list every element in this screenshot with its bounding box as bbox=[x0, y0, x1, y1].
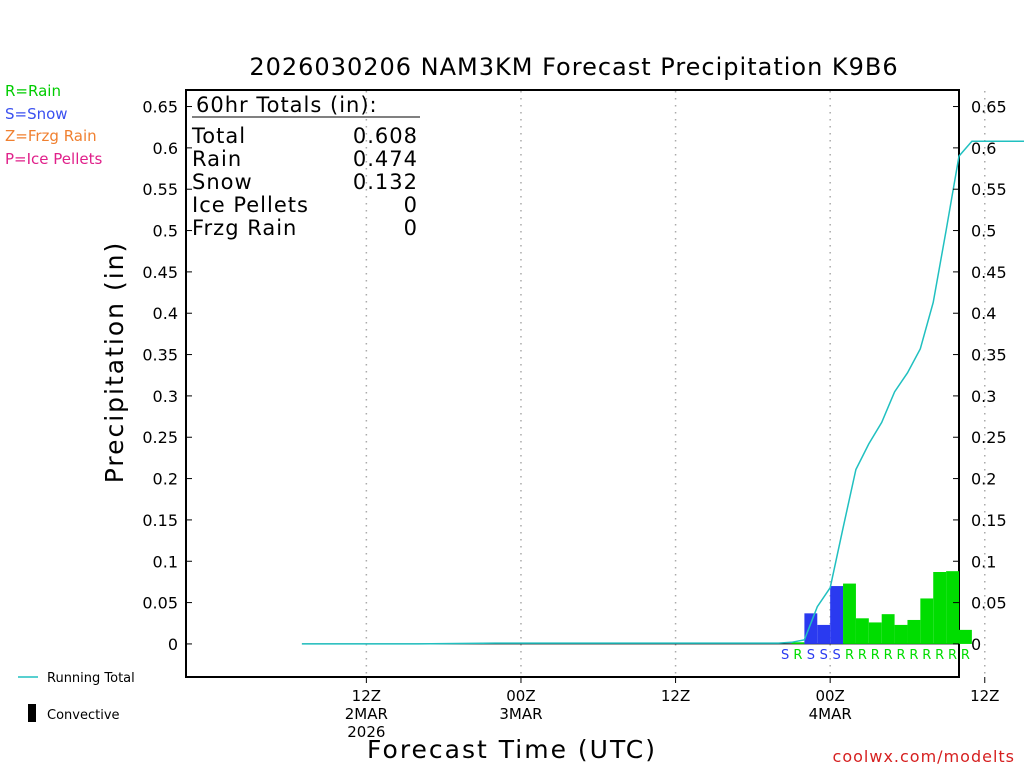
watermark: coolwx.com/modelts bbox=[833, 747, 1015, 766]
x-tick-label: 12Z bbox=[352, 687, 381, 705]
totals-value-snow: 0.132 bbox=[353, 170, 418, 194]
y-tick-label-left: 0.65 bbox=[142, 98, 178, 117]
precip-bar bbox=[946, 571, 959, 644]
y-tick-label-right: 0.55 bbox=[971, 180, 1007, 199]
y-tick-label-left: 0.4 bbox=[153, 304, 178, 323]
precip-bar bbox=[804, 613, 818, 644]
y-tick-layer: 0 00.05 0.050.1 0.10.15 0.150.2 0.20.25 0.250.… bbox=[142, 98, 1006, 654]
line-layer bbox=[301, 140, 1024, 645]
convective-label: Convective bbox=[47, 708, 120, 723]
y-tick-label-right: 0.65 bbox=[971, 98, 1007, 117]
totals-label-ice-pellets: Ice Pellets bbox=[192, 193, 309, 217]
ptype-letter: R bbox=[909, 648, 918, 663]
y-tick-label-left: 0 bbox=[168, 635, 178, 654]
ptype-letter: R bbox=[961, 648, 970, 663]
y-tick-label-left: 0.25 bbox=[142, 428, 178, 447]
totals-value-frzg-rain: 0 bbox=[404, 216, 418, 240]
totals-label-total: Total bbox=[191, 124, 246, 148]
y-tick-label-right: 0.25 bbox=[971, 428, 1007, 447]
y-tick-label-right: 0.05 bbox=[971, 594, 1007, 613]
ptype-letter: R bbox=[935, 648, 944, 663]
y-tick-label-right: 0.15 bbox=[971, 511, 1007, 530]
x-tick-label: 2026 bbox=[347, 723, 385, 741]
precip-bar bbox=[907, 619, 921, 644]
ptype-letter: R bbox=[845, 648, 854, 663]
totals-box: 60hr Totals (in): Total 0.608 Rain 0.474… bbox=[191, 93, 420, 240]
x-tick-label: 00Z bbox=[506, 687, 535, 705]
precip-bar bbox=[855, 618, 869, 644]
plot-area bbox=[185, 89, 960, 678]
ptype-letter: R bbox=[884, 648, 893, 663]
y-tick-label-left: 0.5 bbox=[153, 222, 178, 241]
totals-value-rain: 0.474 bbox=[353, 147, 418, 171]
y-axis-label: Precipitation (in) bbox=[100, 241, 129, 484]
precip-bar bbox=[959, 629, 972, 644]
y-tick-label-left: 0.6 bbox=[153, 139, 178, 158]
x-tick-label: 12Z bbox=[661, 687, 690, 705]
ptype-letter: S bbox=[820, 648, 828, 663]
totals-label-frzg-rain: Frzg Rain bbox=[192, 216, 297, 240]
legend-ice-pellets: P=Ice Pellets bbox=[5, 150, 102, 168]
legend-snow: S=Snow bbox=[5, 105, 68, 123]
precip-bar bbox=[817, 624, 831, 644]
x-tick-label: 4MAR bbox=[809, 705, 852, 723]
precip-bar bbox=[791, 642, 805, 644]
y-tick-label-right: 0.2 bbox=[971, 470, 996, 489]
y-tick-label-right: 0.35 bbox=[971, 346, 1007, 365]
y-tick-label-right: 0.5 bbox=[971, 222, 996, 241]
x-tick-label: 3MAR bbox=[499, 705, 542, 723]
y-tick-label-right: 0.6 bbox=[971, 139, 996, 158]
y-tick-label-right: 0.4 bbox=[971, 304, 996, 323]
y-tick-label-left: 0.15 bbox=[142, 511, 178, 530]
precip-bar bbox=[894, 624, 908, 644]
precip-bar bbox=[933, 572, 947, 644]
legend-rain: R=Rain bbox=[5, 82, 61, 100]
ptype-letter: S bbox=[832, 648, 840, 663]
x-tick-label: 2MAR bbox=[345, 705, 388, 723]
y-tick-label-left: 0.3 bbox=[153, 387, 178, 406]
precip-bar bbox=[920, 598, 934, 644]
totals-label-snow: Snow bbox=[192, 170, 253, 194]
y-tick-label-right: 0.45 bbox=[971, 263, 1007, 282]
chart-title: 2026030206 NAM3KM Forecast Precipitation… bbox=[249, 53, 898, 81]
y-tick-label-left: 0.45 bbox=[142, 263, 178, 282]
running-total-line bbox=[301, 140, 1024, 645]
totals-value-ice-pellets: 0 bbox=[404, 193, 418, 217]
ptype-letter: R bbox=[897, 648, 906, 663]
x-axis-label: Forecast Time (UTC) bbox=[367, 735, 657, 764]
totals-label-rain: Rain bbox=[192, 147, 242, 171]
ptype-letter: S bbox=[781, 648, 789, 663]
y-tick-label-left: 0.55 bbox=[142, 180, 178, 199]
ptype-letter: R bbox=[871, 648, 880, 663]
ptype-letter: R bbox=[858, 648, 867, 663]
precip-bar bbox=[843, 583, 856, 644]
running-total-label: Running Total bbox=[47, 671, 135, 686]
precip-bar bbox=[868, 622, 882, 644]
legend-frzg-rain: Z=Frzg Rain bbox=[5, 127, 97, 145]
y-tick-label-left: 0.35 bbox=[142, 346, 178, 365]
y-tick-label-left: 0.1 bbox=[153, 552, 178, 571]
y-tick-label-left: 0.2 bbox=[153, 470, 178, 489]
series-legend: Running Total Convective bbox=[18, 671, 135, 723]
convective-swatch bbox=[28, 704, 36, 722]
x-tick-label: 12Z bbox=[970, 687, 999, 705]
ptype-letter: S bbox=[807, 648, 815, 663]
y-tick-label-left: 0.05 bbox=[142, 594, 178, 613]
bars-layer bbox=[791, 571, 972, 644]
x-tick-label: 00Z bbox=[815, 687, 844, 705]
ptype-letter: R bbox=[793, 648, 802, 663]
totals-value-total: 0.608 bbox=[353, 124, 418, 148]
totals-header: 60hr Totals (in): bbox=[196, 93, 378, 117]
y-tick-label-right: 0 bbox=[971, 635, 981, 654]
ptype-letter: R bbox=[922, 648, 931, 663]
precip-bar bbox=[830, 586, 844, 644]
precip-bar bbox=[881, 614, 895, 644]
ptype-letter: R bbox=[948, 648, 957, 663]
ptype-legend: R=Rain S=Snow Z=Frzg Rain P=Ice Pellets bbox=[5, 82, 102, 168]
y-tick-label-right: 0.3 bbox=[971, 387, 996, 406]
y-tick-label-right: 0.1 bbox=[971, 552, 996, 571]
